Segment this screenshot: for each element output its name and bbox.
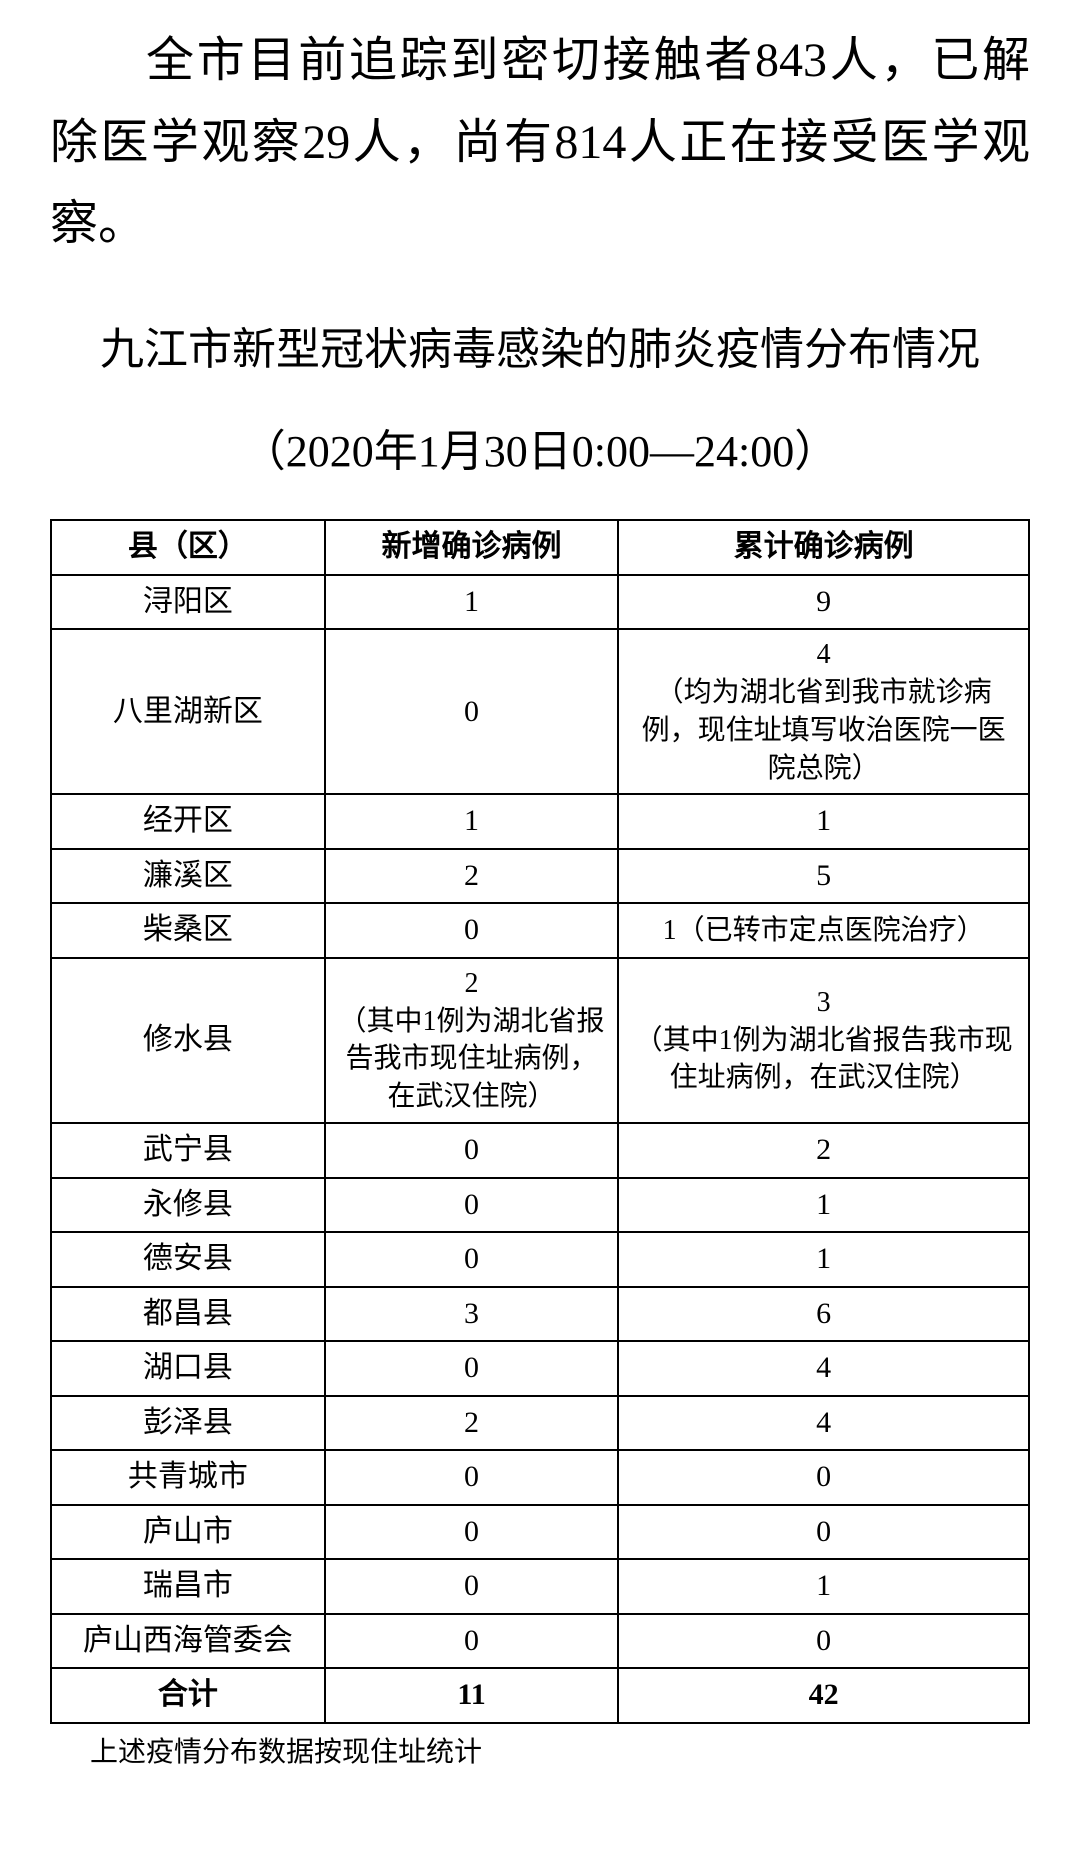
col-total-cases: 累计确诊病例 <box>618 520 1029 575</box>
cell-total-cases: 1 <box>618 1178 1029 1233</box>
cell-district: 经开区 <box>51 794 325 849</box>
cell-district: 都昌县 <box>51 1287 325 1342</box>
table-total-row: 合计1142 <box>51 1668 1029 1723</box>
cases-table: 县（区） 新增确诊病例 累计确诊病例 浔阳区19八里湖新区04 （均为湖北省到我… <box>50 519 1030 1723</box>
cell-new-cases: 0 <box>325 1505 618 1560</box>
cell-new-cases: 0 <box>325 903 618 958</box>
cell-new-cases: 2 （其中1例为湖北省报告我市现住址病例，在武汉住院） <box>325 958 618 1123</box>
cell-new-cases: 0 <box>325 1232 618 1287</box>
intro-paragraph: 全市目前追踪到密切接触者843人，已解除医学观察29人，尚有814人正在接受医学… <box>50 20 1030 265</box>
cell-total-cases: 9 <box>618 575 1029 630</box>
cell-total-cases: 1 <box>618 1559 1029 1614</box>
cell-district: 修水县 <box>51 958 325 1123</box>
cell-new-cases: 0 <box>325 1450 618 1505</box>
table-row: 浔阳区19 <box>51 575 1029 630</box>
cell-new-cases: 0 <box>325 1341 618 1396</box>
cell-total-cases: 4 <box>618 1396 1029 1451</box>
table-row: 都昌县36 <box>51 1287 1029 1342</box>
table-title: 九江市新型冠状病毒感染的肺炎疫情分布情况 <box>50 315 1030 385</box>
cell-total-cases: 0 <box>618 1505 1029 1560</box>
cell-district: 彭泽县 <box>51 1396 325 1451</box>
cell-district: 庐山西海管委会 <box>51 1614 325 1669</box>
cell-new-cases: 3 <box>325 1287 618 1342</box>
cell-total-cases: 4 <box>618 1341 1029 1396</box>
cell-district: 湖口县 <box>51 1341 325 1396</box>
cell-total-cases: 1 <box>618 794 1029 849</box>
table-body: 浔阳区19八里湖新区04 （均为湖北省到我市就诊病例，现住址填写收治医院一医院总… <box>51 575 1029 1723</box>
cell-total-cases: 5 <box>618 849 1029 904</box>
col-district: 县（区） <box>51 520 325 575</box>
total-cumulative: 42 <box>618 1668 1029 1723</box>
table-row: 永修县01 <box>51 1178 1029 1233</box>
table-row: 经开区11 <box>51 794 1029 849</box>
cell-district: 瑞昌市 <box>51 1559 325 1614</box>
cell-new-cases: 0 <box>325 629 618 794</box>
cell-district: 柴桑区 <box>51 903 325 958</box>
table-row: 修水县2 （其中1例为湖北省报告我市现住址病例，在武汉住院）3 （其中1例为湖北… <box>51 958 1029 1123</box>
cell-district: 武宁县 <box>51 1123 325 1178</box>
cell-total-cases: 3 （其中1例为湖北省报告我市现住址病例，在武汉住院） <box>618 958 1029 1123</box>
table-row: 彭泽县24 <box>51 1396 1029 1451</box>
cell-total-cases: 1 <box>618 1232 1029 1287</box>
cell-new-cases: 2 <box>325 1396 618 1451</box>
table-header-row: 县（区） 新增确诊病例 累计确诊病例 <box>51 520 1029 575</box>
table-row: 柴桑区01（已转市定点医院治疗） <box>51 903 1029 958</box>
cell-total-cases: 4 （均为湖北省到我市就诊病例，现住址填写收治医院一医院总院） <box>618 629 1029 794</box>
cell-district: 德安县 <box>51 1232 325 1287</box>
total-new: 11 <box>325 1668 618 1723</box>
table-row: 瑞昌市01 <box>51 1559 1029 1614</box>
date-range: （2020年1月30日0:00—24:00） <box>50 415 1030 479</box>
cell-district: 濂溪区 <box>51 849 325 904</box>
cell-new-cases: 1 <box>325 794 618 849</box>
table-row: 庐山西海管委会00 <box>51 1614 1029 1669</box>
cell-district: 八里湖新区 <box>51 629 325 794</box>
cell-district: 庐山市 <box>51 1505 325 1560</box>
cell-total-cases: 0 <box>618 1614 1029 1669</box>
table-footnote: 上述疫情分布数据按现住址统计 <box>90 1730 1030 1770</box>
cell-new-cases: 0 <box>325 1123 618 1178</box>
total-label: 合计 <box>51 1668 325 1723</box>
cell-new-cases: 0 <box>325 1614 618 1669</box>
cell-district: 共青城市 <box>51 1450 325 1505</box>
cell-new-cases: 0 <box>325 1559 618 1614</box>
cell-total-cases: 2 <box>618 1123 1029 1178</box>
cell-total-cases: 1（已转市定点医院治疗） <box>618 903 1029 958</box>
cell-district: 永修县 <box>51 1178 325 1233</box>
table-row: 武宁县02 <box>51 1123 1029 1178</box>
cell-new-cases: 0 <box>325 1178 618 1233</box>
cell-district: 浔阳区 <box>51 575 325 630</box>
table-row: 庐山市00 <box>51 1505 1029 1560</box>
cell-new-cases: 2 <box>325 849 618 904</box>
table-row: 共青城市00 <box>51 1450 1029 1505</box>
document-content: 全市目前追踪到密切接触者843人，已解除医学观察29人，尚有814人正在接受医学… <box>0 0 1080 1800</box>
col-new-cases: 新增确诊病例 <box>325 520 618 575</box>
cell-new-cases: 1 <box>325 575 618 630</box>
cell-total-cases: 0 <box>618 1450 1029 1505</box>
table-row: 八里湖新区04 （均为湖北省到我市就诊病例，现住址填写收治医院一医院总院） <box>51 629 1029 794</box>
table-row: 濂溪区25 <box>51 849 1029 904</box>
table-row: 德安县01 <box>51 1232 1029 1287</box>
table-row: 湖口县04 <box>51 1341 1029 1396</box>
cell-total-cases: 6 <box>618 1287 1029 1342</box>
